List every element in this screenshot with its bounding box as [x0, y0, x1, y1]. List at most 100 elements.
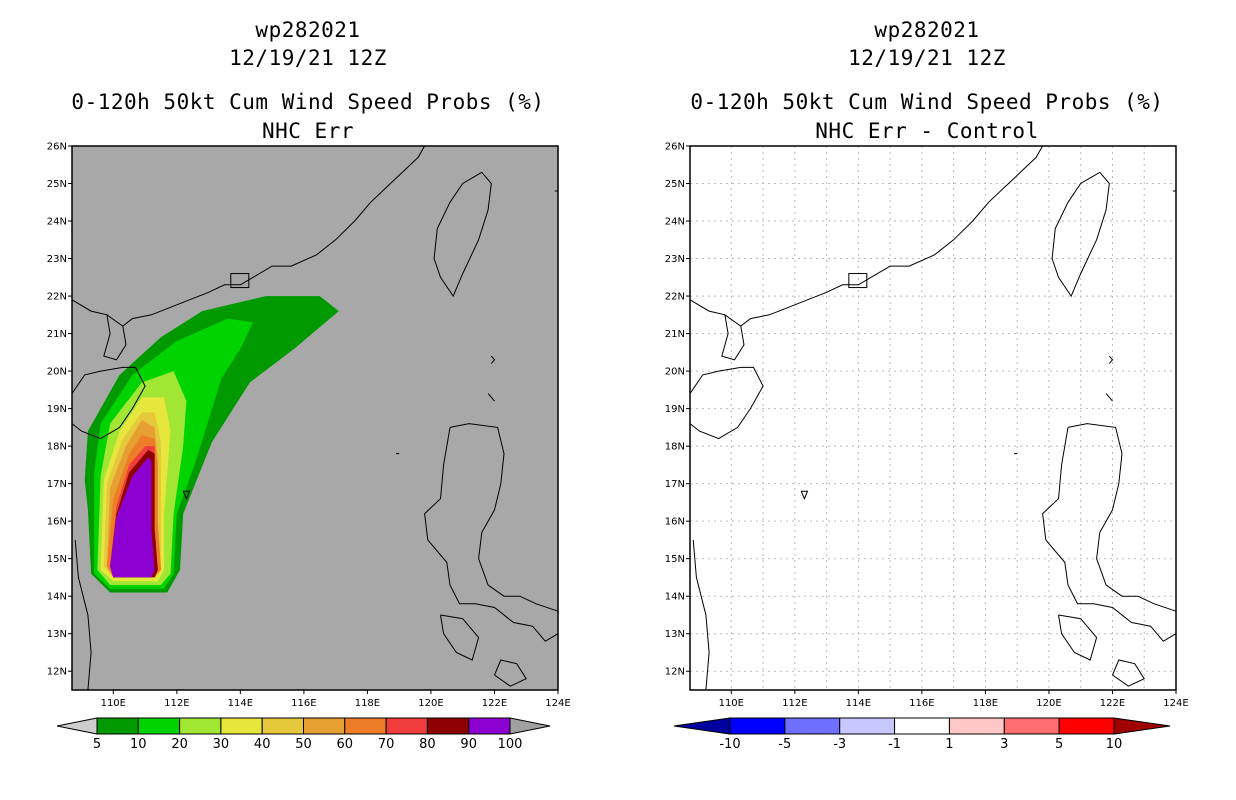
coastline [487, 393, 495, 402]
lat-label: 12N [47, 667, 67, 678]
colorbar-label: 90 [460, 737, 477, 752]
colorbar-box [894, 717, 950, 735]
lat-label: 13N [665, 629, 685, 640]
colorbar-label: 50 [295, 737, 312, 752]
lat-label: 16N [47, 517, 67, 528]
coastlines [71, 145, 559, 691]
colorbar-high-arrow [1113, 717, 1171, 735]
coastline [74, 539, 92, 691]
lon-label: 116E [909, 698, 934, 709]
colorbar-box [426, 717, 470, 735]
lat-label: 24N [665, 217, 685, 228]
coastline [490, 355, 496, 364]
lat-label: 12N [665, 667, 685, 678]
colorbar-box [261, 717, 305, 735]
colorbar-box [220, 717, 263, 735]
lat-label: 18N [47, 442, 67, 453]
colorbar-box [385, 717, 428, 735]
lat-label: 14N [47, 592, 67, 603]
lat-label: 19N [665, 404, 685, 415]
lat-label: 20N [665, 367, 685, 378]
lat-label: 17N [665, 479, 685, 490]
subtitle: NHC Err [261, 119, 354, 143]
lat-label: 23N [665, 254, 685, 265]
lat-label: 13N [47, 629, 67, 640]
map-area [71, 145, 559, 691]
colorbar-label: 100 [498, 737, 523, 752]
coastline [433, 171, 492, 298]
lat-label: 24N [47, 217, 67, 228]
colorbar-label: 80 [419, 737, 436, 752]
colorbar-box [1058, 717, 1115, 735]
panel-nhc-err-control: wp282021 12/19/21 12Z 0-120h 50kt Cum Wi… [618, 0, 1236, 800]
map-left: 26N 25N 24N 23N 22N 21N 20N 19N 18N 17N 16N 15N 14N 1… [47, 142, 571, 753]
lat-label: 14N [665, 592, 685, 603]
lon-label: 124E [1163, 698, 1188, 709]
storm-id: wp282021 [255, 18, 361, 42]
lat-label: 21N [665, 329, 685, 340]
coastline [1105, 393, 1113, 402]
map-border [71, 145, 559, 691]
colorbar-box [839, 717, 896, 735]
lon-label: 112E [782, 698, 807, 709]
colorbar-label: -3 [833, 737, 846, 752]
colorbar-low-arrow [56, 717, 98, 735]
colorbar-box [303, 717, 346, 735]
lat-label: 22N [665, 292, 685, 303]
lat-label: 25N [665, 179, 685, 190]
map-area [689, 145, 1177, 691]
colorbar-label: 1 [945, 737, 953, 752]
coastline [800, 490, 809, 500]
lon-label: 110E [719, 698, 744, 709]
colorbar-label: -10 [719, 737, 740, 752]
panel-nhc-err: wp282021 12/19/21 12Z 0-120h 50kt Cum Wi… [47, 18, 571, 753]
subtitle: NHC Err - Control [815, 119, 1039, 143]
colorbar-label: 30 [213, 737, 230, 752]
colorbar-box [179, 717, 222, 735]
coastline [1058, 614, 1098, 661]
probability-contours [84, 296, 339, 593]
lat-label: 22N [47, 292, 67, 303]
colorbar-box [137, 717, 181, 735]
colorbar: -10 -5 -3 -1 1 3 5 10 [673, 717, 1171, 752]
lat-label: 20N [47, 367, 67, 378]
colorbar-box [1003, 717, 1060, 735]
coastline [71, 366, 146, 440]
colorbar-low-arrow [673, 717, 731, 735]
gridlines [690, 146, 1176, 690]
colorbar-label: -1 [888, 737, 901, 752]
colorbar-label: 5 [1055, 737, 1063, 752]
datetime: 12/19/21 12Z [848, 46, 1006, 70]
product-title: 0-120h 50kt Cum Wind Speed Probs (%) [71, 90, 545, 114]
lon-labels: 110E 112E 114E 116E 118E 120E 122E 124E [719, 690, 1189, 709]
contour-90-pct [110, 457, 155, 578]
colorbar-label: 70 [378, 737, 395, 752]
coastline [440, 614, 480, 661]
product-title: 0-120h 50kt Cum Wind Speed Probs (%) [690, 90, 1164, 114]
datetime: 12/19/21 12Z [229, 46, 387, 70]
coastline [721, 314, 745, 361]
storm-id: wp282021 [874, 18, 980, 42]
colorbar-label: 3 [1000, 737, 1008, 752]
lat-label: 15N [47, 554, 67, 565]
coastline [103, 314, 127, 361]
colorbar-box [96, 717, 139, 735]
colorbar-high-arrow [509, 717, 551, 735]
coastline [1051, 171, 1110, 298]
colorbar-box [468, 717, 511, 735]
lat-label: 21N [47, 329, 67, 340]
coastline [1112, 659, 1145, 687]
map-border [689, 145, 1177, 691]
colorbar-label: 10 [1106, 737, 1123, 752]
coastline [182, 490, 191, 500]
colorbar-label: 20 [171, 737, 188, 752]
colorbar-label: 5 [93, 737, 101, 752]
lon-label: 112E [164, 698, 189, 709]
lat-label: 16N [665, 517, 685, 528]
lat-label: 17N [47, 479, 67, 490]
map-right: 26N 25N 24N 23N 22N 21N 20N 19N 18N 17N 16N 15N 14N 1… [665, 142, 1189, 753]
colorbar-label: -5 [778, 737, 791, 752]
coastline [494, 659, 527, 687]
lon-label: 116E [291, 698, 316, 709]
lat-label: 26N [47, 142, 67, 153]
